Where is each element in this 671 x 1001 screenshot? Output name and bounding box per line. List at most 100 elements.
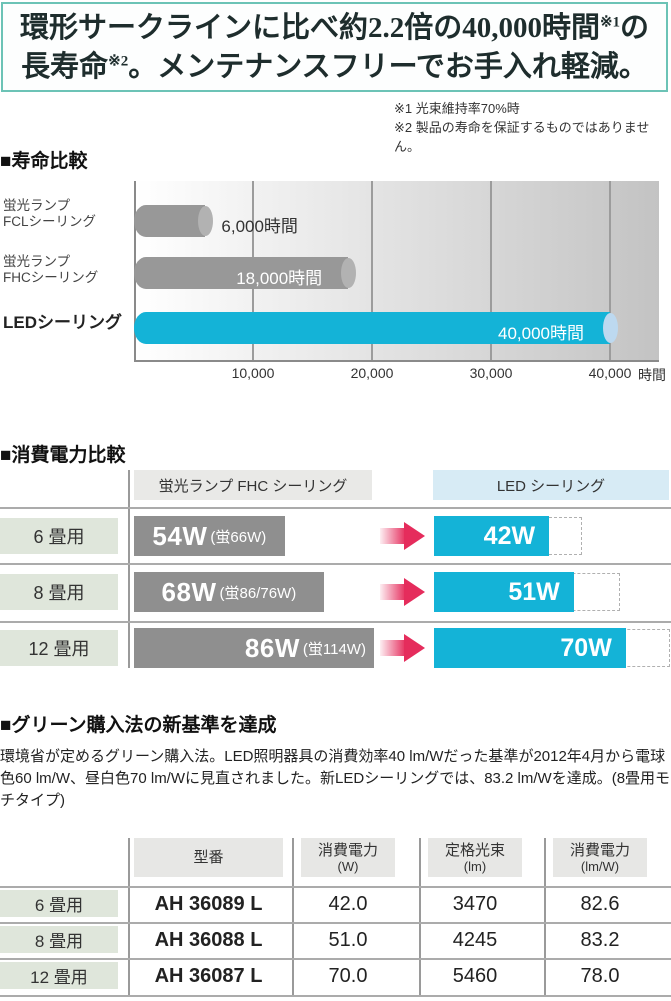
room-size-label: 12 畳用 [0, 962, 118, 989]
fluorescent-wattage-bar: 54W (蛍66W) [134, 516, 285, 556]
section-title-power: ■消費電力比較 [0, 445, 126, 466]
chart-category-line: FHCシーリング [3, 270, 99, 285]
power-header-fluorescent: 蛍光ランプ FHC シーリング [134, 470, 372, 500]
room-size-label: 8 畳用 [0, 926, 118, 953]
led-wattage-bar: 70W [434, 628, 626, 668]
table-vertical-line [128, 838, 130, 996]
table-header-unit: (lm) [463, 858, 487, 874]
arrow-icon [380, 528, 406, 544]
power-divider-line [128, 470, 130, 668]
headline-banner: 環形サークラインに比べ約2.2倍の40,000時間※1の 長寿命※2。メンテナン… [1, 2, 668, 92]
table-horizontal-line [0, 958, 671, 960]
fluorescent-wattage-value: 86W [244, 632, 300, 663]
table-column-header: 型番 [134, 838, 283, 877]
led-wattage-bar: 42W [434, 516, 550, 556]
power-watts-cell: 51.0 [328, 929, 368, 951]
table-header-main: 消費電力 [317, 841, 378, 859]
chart-category-line: LEDシーリング [3, 313, 122, 332]
table-header-main: 定格光束 [444, 841, 505, 859]
model-number-cell: AH 36089 L [154, 893, 263, 915]
chart-category-label: 蛍光ランプ FCLシーリング [3, 198, 128, 230]
fluorescent-wattage-note: (蛍86/76W) [219, 584, 297, 602]
table-column-header: 消費電力 (lm/W) [553, 838, 647, 877]
footnote-ref-2: ※2 [108, 53, 129, 70]
fluorescent-wattage-value: 68W [161, 576, 217, 607]
fluorescent-wattage-note: (蛍114W) [302, 640, 366, 658]
footnotes: ※1 光束維持率70%時 ※2 製品の寿命を保証するものではありません。 [394, 99, 671, 156]
headline-text: 環形サークラインに比べ約2.2倍の40,000時間 [19, 12, 600, 44]
arrow-icon [380, 640, 406, 656]
table-header-main: 消費電力 [569, 841, 630, 859]
arrow-icon [404, 522, 425, 550]
chart-category-line: FCLシーリング [3, 214, 97, 229]
efficiency-cell: 82.6 [580, 893, 620, 915]
arrow-icon [404, 634, 425, 662]
footnote-2: ※2 製品の寿命を保証するものではありません。 [394, 120, 650, 154]
table-horizontal-line [0, 922, 671, 924]
bar-value-label: 6,000時間 [221, 217, 298, 236]
power-watts-cell: 70.0 [328, 965, 368, 987]
led-wattage-bar: 51W [434, 572, 574, 612]
lifetime-bar [134, 312, 610, 344]
chart-category-label: LEDシーリング [3, 313, 128, 332]
table-header-unit: (lm/W) [580, 858, 620, 874]
table-vertical-line [419, 838, 421, 996]
model-number-cell: AH 36088 L [154, 929, 263, 951]
lifetime-bar-cap [602, 313, 618, 343]
bar-value-label: 40,000時間 [498, 324, 584, 343]
headline-text: 。メンテナンスフリーでお手入れ軽減。 [128, 51, 648, 83]
chart-gridline [609, 181, 611, 360]
table-horizontal-line [0, 995, 671, 997]
section-title-green-law: ■グリーン購入法の新基準を達成 [0, 715, 277, 736]
headline-line-2: 長寿命※2。メンテナンスフリーでお手入れ軽減。 [3, 48, 666, 87]
fluorescent-wattage-note: (蛍66W) [210, 528, 267, 546]
room-size-label: 12 畳用 [0, 630, 118, 666]
x-axis-unit-label: 時間 [638, 367, 666, 383]
fluorescent-wattage-value: 54W [152, 520, 208, 551]
row-separator-line [0, 507, 671, 509]
luminous-flux-cell: 4245 [452, 929, 498, 951]
section-title-lifetime: ■寿命比較 [0, 151, 88, 172]
headline-line-1: 環形サークラインに比べ約2.2倍の40,000時間※1の [3, 9, 666, 48]
room-size-label: 6 畳用 [0, 518, 118, 554]
luminous-flux-cell: 5460 [452, 965, 498, 987]
room-size-label: 8 畳用 [0, 574, 118, 610]
arrow-icon [404, 578, 425, 606]
row-separator-line [0, 621, 671, 623]
efficiency-cell: 78.0 [580, 965, 620, 987]
headline-text: 長寿命 [21, 51, 109, 83]
headline-text: の [620, 12, 650, 44]
chart-category-label: 蛍光ランプ FHCシーリング [3, 254, 128, 286]
table-horizontal-line [0, 886, 671, 888]
chart-category-line: 蛍光ランプ [3, 198, 71, 213]
row-separator-line [0, 563, 671, 565]
power-watts-cell: 42.0 [328, 893, 368, 915]
green-law-paragraph: 環境省が定めるグリーン購入法。LED照明器具の消費効率40 lm/Wだった基準が… [0, 748, 671, 809]
table-column-header: 消費電力 (W) [301, 838, 395, 877]
luminous-flux-cell: 3470 [452, 893, 498, 915]
footnote-ref-1: ※1 [599, 14, 621, 31]
lifetime-bar-cap [197, 206, 213, 236]
chart-category-line: 蛍光ランプ [3, 254, 71, 269]
x-axis-tick-label: 40,000 [588, 365, 632, 381]
efficiency-cell: 83.2 [580, 929, 620, 951]
x-axis-tick-label: 20,000 [350, 365, 394, 381]
model-number-cell: AH 36087 L [154, 965, 263, 987]
arrow-icon [380, 584, 406, 600]
x-axis-tick-label: 10,000 [231, 365, 275, 381]
lifetime-bar-cap [340, 258, 356, 288]
chart-gridline [371, 181, 373, 360]
table-column-header: 定格光束 (lm) [428, 838, 522, 877]
bar-value-label: 18,000時間 [236, 269, 323, 288]
fluorescent-wattage-bar: 86W (蛍114W) [134, 628, 374, 668]
table-header-unit: (W) [337, 858, 359, 874]
table-vertical-line [292, 838, 294, 996]
footnote-1: ※1 光束維持率70%時 [394, 101, 520, 116]
lifetime-bar [134, 257, 349, 289]
fluorescent-wattage-bar: 68W (蛍86/76W) [134, 572, 324, 612]
room-size-label: 6 畳用 [0, 890, 118, 917]
